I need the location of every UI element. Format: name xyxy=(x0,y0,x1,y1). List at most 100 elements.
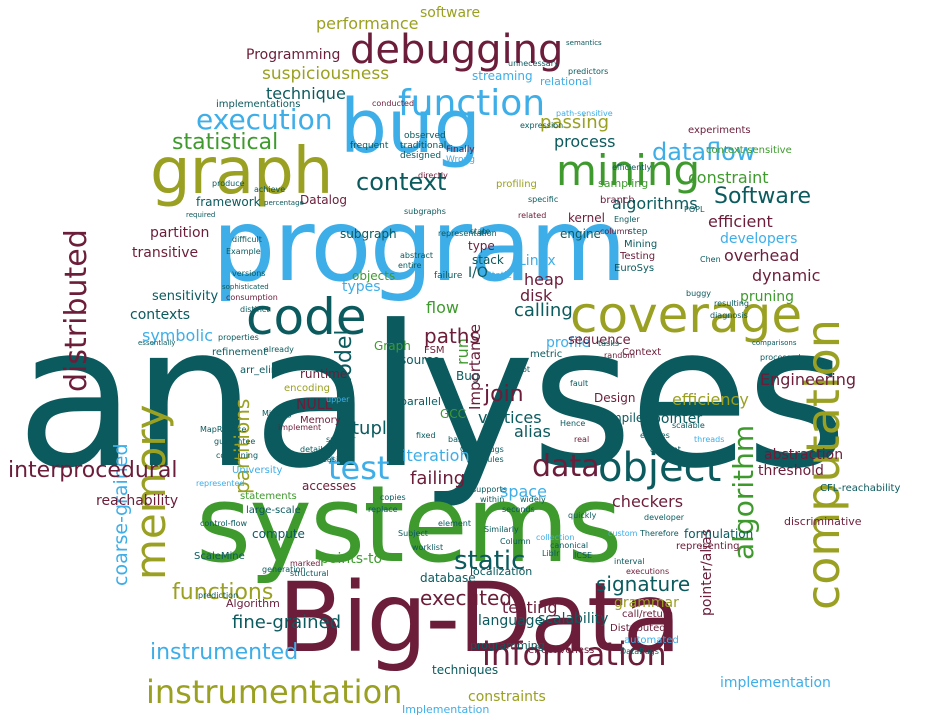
word-accesses: accesses xyxy=(302,479,357,493)
word-semantics: semantics xyxy=(566,39,602,47)
word-comparisons: comparisons xyxy=(752,339,797,347)
word-smaller: smaller xyxy=(326,435,356,444)
word-sophisticated: sophisticated xyxy=(222,283,269,291)
word-control-flow: control-flow xyxy=(200,519,248,528)
word-profile: profile xyxy=(546,335,591,351)
word-streaming: streaming xyxy=(472,69,533,83)
word-similarly: Similarly xyxy=(484,525,519,534)
word-consumption: consumption xyxy=(226,293,278,302)
word-diagnosis: diagnosis xyxy=(710,311,748,320)
word-step: step xyxy=(628,227,648,237)
word-transitive: transitive xyxy=(132,245,199,261)
word-object: object xyxy=(598,445,722,491)
word-widely: widely xyxy=(520,495,546,504)
word-example: Example xyxy=(226,247,261,256)
word-space: space xyxy=(500,482,547,501)
word-compiler: compiler xyxy=(596,411,649,425)
word-abstract: abstract xyxy=(400,251,434,260)
word-technique: technique xyxy=(266,84,346,103)
word-passing: passing xyxy=(540,112,610,133)
word-flow: flow xyxy=(426,298,459,317)
word-detailed: detailed xyxy=(300,445,333,454)
word-runtime: runtime xyxy=(300,367,348,381)
word-graph: graph xyxy=(150,135,333,209)
word-element: element xyxy=(438,519,471,528)
word-finally: Finally xyxy=(446,145,475,155)
word-engine: engine xyxy=(560,227,601,241)
word-coverage: coverage xyxy=(570,286,803,344)
word-bugs: Bugs xyxy=(484,445,504,454)
word-marked: marked xyxy=(290,559,321,568)
word-relational: relational xyxy=(540,75,592,88)
word-threshold: threshold xyxy=(758,463,824,479)
word-compute: compute xyxy=(252,527,305,541)
word-executed: executed xyxy=(420,586,512,610)
word-pointer: pointer xyxy=(652,411,703,427)
word-represented: represented xyxy=(196,479,245,488)
word-directly: directly xyxy=(418,171,448,180)
word-produce: produce xyxy=(212,179,245,188)
word-data: data xyxy=(532,449,600,484)
word-static: static xyxy=(454,546,526,576)
word-processed: processed xyxy=(760,353,801,362)
word-function: function xyxy=(398,83,546,124)
word-testing-cap: Testing xyxy=(620,251,656,262)
word-constraint: constraint xyxy=(688,168,769,187)
word-alias: alias xyxy=(514,422,551,441)
word-fault: fault xyxy=(570,379,589,388)
word-dynamic: dynamic xyxy=(752,266,821,285)
word-kernel: kernel xyxy=(568,211,605,225)
word-amount: amount xyxy=(650,445,681,454)
word-interprocedural: interprocedural xyxy=(8,458,178,483)
word-custom: custom xyxy=(608,529,638,538)
word-containing: containing xyxy=(216,451,259,460)
word-cfl-reachability: CFL-reachability xyxy=(820,483,901,494)
word-popl: POPL xyxy=(684,205,705,214)
word-supports: supports xyxy=(472,485,507,494)
word-tasks: tasks xyxy=(598,339,620,348)
word-instrumentation: instrumentation xyxy=(146,673,403,711)
word-performance: performance xyxy=(316,14,419,33)
word-distributed: distributed xyxy=(59,229,94,392)
word-fixed: fixed xyxy=(416,431,436,440)
word-profiling: profiling xyxy=(496,179,537,190)
word-source: source xyxy=(400,353,440,367)
word-therefore: Therefore xyxy=(640,529,679,538)
word-code: code xyxy=(246,288,367,346)
word-implementation-cap: Implementation xyxy=(402,703,490,716)
word-vertices: vertices xyxy=(478,408,542,427)
word-dataflow: dataflow xyxy=(652,138,756,166)
word-replace: replace xyxy=(368,505,398,514)
word-partition: partition xyxy=(150,225,210,241)
word-required: required xyxy=(186,211,216,219)
word-failing: failing xyxy=(410,468,466,489)
word-easily: easily xyxy=(322,455,346,464)
word-seconds: seconds xyxy=(502,505,535,514)
word-statements: statements xyxy=(240,491,297,502)
word-distinct: distinct xyxy=(240,305,270,314)
word-techniques: techniques xyxy=(432,663,499,677)
word-analyses: analyses xyxy=(16,284,848,512)
word-bug: bug xyxy=(340,84,481,170)
word-bug-small: Bug xyxy=(456,369,480,383)
word-state: state xyxy=(470,227,491,236)
word-worklist: worklist xyxy=(412,543,444,552)
word-achieve: achieve xyxy=(254,185,286,194)
word-statistical: statistical xyxy=(172,130,279,155)
word-automated: automated xyxy=(624,635,679,646)
word-software-top: software xyxy=(420,5,481,21)
word-stack: stack xyxy=(472,253,504,267)
word-grammar: grammar xyxy=(614,595,679,611)
word-suspiciousness: suspiciousness xyxy=(262,64,390,84)
word-memory-cap: Memory xyxy=(300,415,341,426)
word-implement: implement xyxy=(278,423,322,432)
word-sequence: sequence xyxy=(568,333,631,348)
word-metric: metric xyxy=(530,349,563,360)
word-systems: systems xyxy=(196,463,622,586)
word-collection: collection xyxy=(536,533,575,542)
word-eurosys: EuroSys xyxy=(614,263,655,274)
word-abstraction: abstraction xyxy=(764,447,844,463)
word-big-data: Big-Data xyxy=(278,562,681,674)
word-scalemine: ScaleMine xyxy=(194,551,245,562)
